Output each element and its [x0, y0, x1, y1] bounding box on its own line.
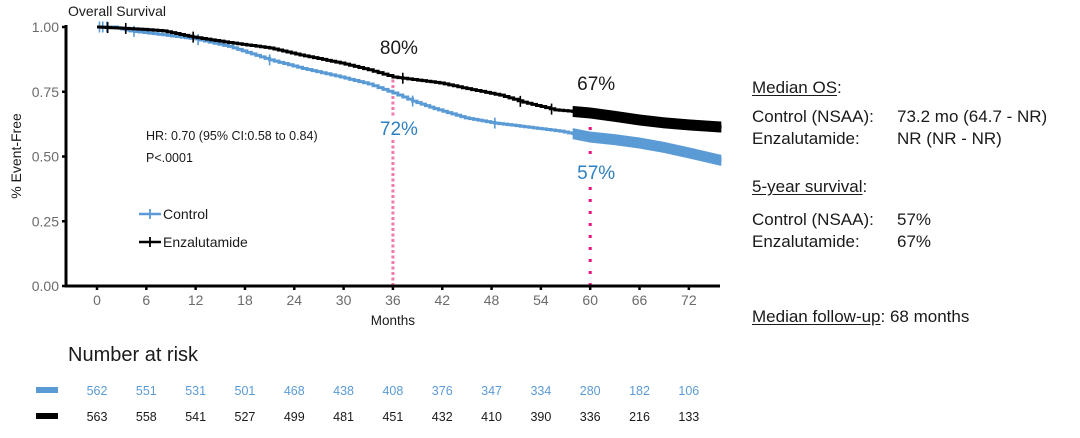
risk-count: 541	[185, 410, 206, 424]
follow-up-row: Median follow-up: 68 months	[752, 307, 969, 327]
risk-count: 438	[333, 384, 354, 398]
risk-count: 106	[678, 384, 699, 398]
median-os-heading: Median OS:	[752, 78, 842, 98]
row-label: Control (NSAA):	[752, 210, 874, 229]
row-value: 73.2 mo (64.7 - NR)	[897, 107, 1048, 126]
annotation-background	[576, 161, 617, 184]
x-tick-label: 18	[237, 292, 253, 308]
y-tick-label: 0.00	[32, 278, 59, 294]
x-axis-label: Months	[371, 313, 416, 328]
curve-annotations: 80% 72% 67% 57%	[378, 35, 617, 184]
row-value: 57%	[897, 210, 932, 229]
risk-table: Number at risk 562 551 531 501 468 438 408 376 34…	[36, 344, 699, 424]
y-tick-label: 0.25	[32, 213, 59, 229]
risk-count: 347	[481, 384, 502, 398]
risk-row-swatch-enzalutamide	[36, 413, 58, 419]
y-axis-label: % Event-Free	[8, 113, 24, 199]
risk-count: 558	[136, 410, 157, 424]
risk-count: 182	[629, 384, 650, 398]
risk-count: 410	[481, 410, 502, 424]
risk-count: 133	[678, 410, 699, 424]
median-os-row-control: Control (NSAA): 73.2 mo (64.7 - NR)	[752, 107, 1047, 127]
x-tick-label: 0	[93, 292, 101, 308]
median-os-heading-text: Median OS	[752, 78, 838, 97]
risk-table-title: Number at risk	[68, 344, 199, 366]
axes: 0.00 0.25 0.50 0.75 1.00 0 6 12 18 24 30 36 42 48 54 60…	[32, 19, 720, 308]
risk-row-swatch-control	[36, 387, 58, 393]
x-tick-label: 54	[533, 292, 549, 308]
x-tick-label: 30	[336, 292, 352, 308]
risk-count: 390	[530, 410, 551, 424]
annotation-background	[378, 35, 419, 58]
chart-title: Overall Survival	[68, 3, 166, 19]
follow-up-heading: Median follow-up	[752, 307, 881, 326]
risk-count: 280	[580, 384, 601, 398]
p-value-text: P<.0001	[146, 151, 193, 165]
row-label: Enzalutamide:	[752, 129, 860, 148]
five-year-row-enzalutamide: Enzalutamide: 67%	[752, 232, 931, 252]
x-tick-label: 24	[286, 292, 302, 308]
risk-count: 216	[629, 410, 650, 424]
annotation-control-60mo: 57%	[577, 163, 615, 184]
x-tick-label: 12	[188, 292, 204, 308]
median-os-row-enzalutamide: Enzalutamide: NR (NR - NR)	[752, 129, 1002, 149]
risk-count: 468	[284, 384, 305, 398]
follow-up-value: : 68 months	[880, 307, 970, 326]
legend: Control Enzalutamide	[139, 206, 248, 250]
x-tick-label: 6	[142, 292, 150, 308]
x-tick-label: 36	[385, 292, 401, 308]
risk-count: 499	[284, 410, 305, 424]
reference-lines	[391, 74, 592, 286]
five-year-row-control: Control (NSAA): 57%	[752, 210, 931, 230]
x-tick-label: 72	[681, 292, 697, 308]
risk-count: 551	[136, 384, 157, 398]
risk-count: 527	[235, 410, 256, 424]
legend-label-control: Control	[163, 206, 208, 222]
annotation-enzalutamide-60mo: 67%	[577, 74, 615, 95]
chart-text: Overall Survival Months % Event-Free HR: 0.…	[8, 3, 415, 328]
annotation-enzalutamide-36mo: 80%	[380, 38, 418, 59]
y-tick-label: 0.50	[32, 149, 59, 165]
hazard-ratio-text: HR: 0.70 (95% CI:0.58 to 0.84)	[146, 129, 318, 143]
survival-curves	[97, 21, 722, 166]
row-value: 67%	[897, 232, 932, 251]
risk-count: 336	[580, 410, 601, 424]
risk-count: 408	[382, 384, 403, 398]
annotation-background	[576, 71, 617, 94]
row-label: Control (NSAA):	[752, 107, 874, 126]
x-tick-label: 66	[632, 292, 648, 308]
five-year-heading: 5-year survival:	[752, 177, 867, 197]
risk-count: 481	[333, 410, 354, 424]
risk-count: 563	[87, 410, 108, 424]
x-tick-label: 48	[484, 292, 500, 308]
risk-count: 531	[185, 384, 206, 398]
risk-count: 562	[87, 384, 108, 398]
x-tick-label: 60	[582, 292, 598, 308]
risk-count: 451	[382, 410, 403, 424]
five-year-heading-text: 5-year survival	[752, 177, 863, 196]
risk-count: 432	[432, 410, 453, 424]
summary-panel: Median OS: Control (NSAA): 73.2 mo (64.7…	[752, 0, 1072, 438]
risk-count: 376	[432, 384, 453, 398]
risk-count: 501	[235, 384, 256, 398]
risk-count: 334	[530, 384, 551, 398]
annotation-background	[378, 117, 419, 140]
median-os-colon: :	[837, 78, 842, 97]
y-tick-label: 1.00	[32, 19, 59, 35]
row-value: NR (NR - NR)	[897, 129, 1002, 148]
x-tick-label: 42	[434, 292, 450, 308]
five-year-colon: :	[862, 177, 868, 196]
annotation-control-36mo: 72%	[380, 119, 418, 140]
legend-label-enzalutamide: Enzalutamide	[163, 234, 248, 250]
row-label: Enzalutamide:	[752, 232, 860, 251]
y-tick-label: 0.75	[32, 84, 59, 100]
